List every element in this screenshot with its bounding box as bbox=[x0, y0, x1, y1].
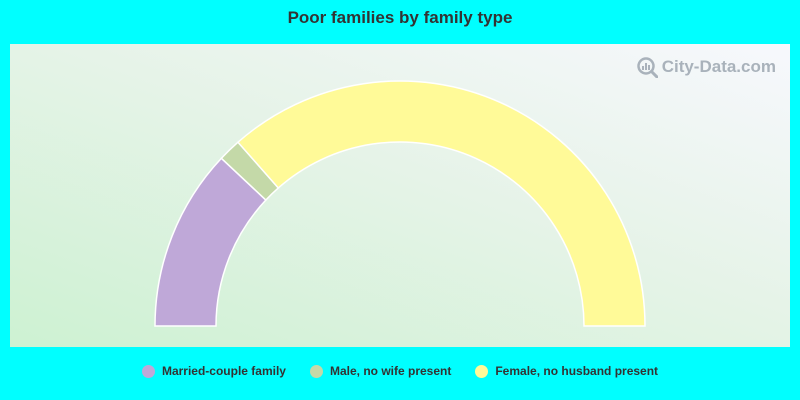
donut-segment-3[interactable] bbox=[236, 80, 646, 327]
legend-label: Married-couple family bbox=[161, 364, 286, 378]
watermark-text: City-Data.com bbox=[661, 57, 776, 76]
legend-swatch bbox=[475, 364, 489, 378]
watermark: City-Data.com bbox=[636, 56, 776, 78]
legend-swatch bbox=[141, 364, 155, 378]
magnifier-chart-icon bbox=[636, 57, 658, 78]
legend: Married-couple family Male, no wife prese… bbox=[0, 364, 800, 378]
legend-item-2[interactable]: Male, no wife present bbox=[309, 364, 452, 378]
legend-label: Male, no wife present bbox=[329, 364, 452, 378]
legend-item-3[interactable]: Female, no husband present bbox=[475, 364, 658, 378]
half-donut-chart bbox=[154, 80, 646, 327]
plot-area: City-Data.com bbox=[10, 44, 790, 347]
legend-swatch bbox=[309, 364, 323, 378]
chart-title: Poor families by family type bbox=[287, 8, 513, 27]
legend-label: Female, no husband present bbox=[495, 364, 659, 378]
legend-item-1[interactable]: Married-couple family bbox=[141, 364, 286, 378]
